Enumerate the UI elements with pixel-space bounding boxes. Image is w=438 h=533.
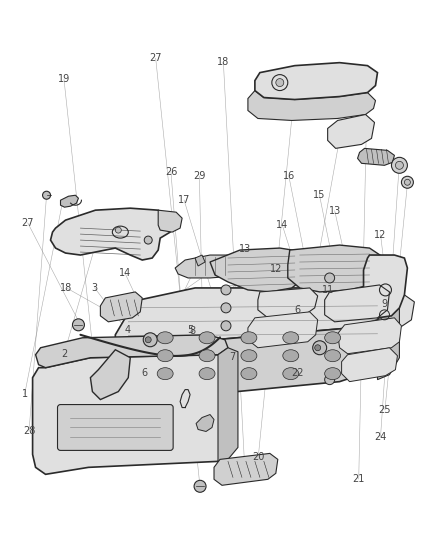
Ellipse shape <box>42 191 50 199</box>
Text: 14: 14 <box>276 220 289 230</box>
Polygon shape <box>195 255 205 266</box>
Polygon shape <box>350 295 414 333</box>
Text: 29: 29 <box>193 171 205 181</box>
Text: 26: 26 <box>165 167 177 177</box>
Text: 5: 5 <box>187 325 194 335</box>
Text: 18: 18 <box>60 282 72 293</box>
Polygon shape <box>357 148 395 165</box>
Ellipse shape <box>314 345 321 351</box>
Ellipse shape <box>157 368 173 379</box>
Ellipse shape <box>241 350 257 362</box>
Polygon shape <box>255 63 378 100</box>
Ellipse shape <box>325 368 341 379</box>
Ellipse shape <box>72 319 85 331</box>
Ellipse shape <box>199 368 215 379</box>
Text: 14: 14 <box>119 269 131 278</box>
Ellipse shape <box>194 480 206 492</box>
Text: 6: 6 <box>142 368 148 378</box>
Text: 17: 17 <box>178 195 190 205</box>
Polygon shape <box>325 285 389 322</box>
Ellipse shape <box>199 350 215 362</box>
Text: 15: 15 <box>313 190 325 200</box>
Ellipse shape <box>401 176 413 188</box>
Polygon shape <box>175 255 245 278</box>
Ellipse shape <box>221 285 231 295</box>
Text: 22: 22 <box>291 368 304 378</box>
FancyBboxPatch shape <box>57 405 173 450</box>
Text: 4: 4 <box>124 325 131 335</box>
Text: 7: 7 <box>229 352 235 362</box>
Polygon shape <box>338 318 401 354</box>
Ellipse shape <box>199 332 215 344</box>
Ellipse shape <box>157 332 173 344</box>
Polygon shape <box>364 255 407 318</box>
Ellipse shape <box>325 375 335 385</box>
Ellipse shape <box>115 227 121 233</box>
Polygon shape <box>32 355 228 474</box>
Ellipse shape <box>313 341 327 355</box>
Polygon shape <box>210 248 308 292</box>
Text: 27: 27 <box>149 53 162 63</box>
Polygon shape <box>248 91 375 120</box>
Ellipse shape <box>143 333 157 347</box>
Ellipse shape <box>325 350 341 362</box>
Text: 13: 13 <box>239 245 251 254</box>
Text: 3: 3 <box>92 282 98 293</box>
Text: 16: 16 <box>283 171 295 181</box>
Polygon shape <box>218 348 238 462</box>
Polygon shape <box>196 415 214 432</box>
Ellipse shape <box>221 303 231 313</box>
Text: 18: 18 <box>217 57 230 67</box>
Text: 20: 20 <box>252 451 265 462</box>
Text: 8: 8 <box>190 326 196 336</box>
Ellipse shape <box>157 350 173 362</box>
Text: 11: 11 <box>322 285 334 295</box>
Polygon shape <box>342 348 397 382</box>
Ellipse shape <box>404 179 410 185</box>
Ellipse shape <box>396 161 403 169</box>
Ellipse shape <box>325 273 335 283</box>
Ellipse shape <box>276 78 284 86</box>
Text: 12: 12 <box>269 264 282 274</box>
Text: 19: 19 <box>58 75 70 84</box>
Polygon shape <box>100 292 142 322</box>
Polygon shape <box>378 302 399 379</box>
Text: 24: 24 <box>374 432 387 441</box>
Text: 1: 1 <box>21 389 28 399</box>
Polygon shape <box>214 454 278 486</box>
Polygon shape <box>60 195 78 207</box>
Polygon shape <box>90 350 130 400</box>
Ellipse shape <box>241 368 257 379</box>
Polygon shape <box>195 298 355 345</box>
Text: 12: 12 <box>374 230 387 240</box>
Ellipse shape <box>283 368 299 379</box>
Text: 6: 6 <box>294 305 300 315</box>
Ellipse shape <box>221 321 231 331</box>
Polygon shape <box>288 245 385 292</box>
Polygon shape <box>328 115 374 148</box>
Polygon shape <box>115 288 385 358</box>
Polygon shape <box>95 328 379 415</box>
Polygon shape <box>158 210 182 232</box>
Text: 2: 2 <box>61 349 67 359</box>
Text: 28: 28 <box>23 426 35 436</box>
Ellipse shape <box>241 332 257 344</box>
Ellipse shape <box>283 350 299 362</box>
Polygon shape <box>50 208 175 260</box>
Text: 27: 27 <box>21 218 34 228</box>
Ellipse shape <box>392 157 407 173</box>
Polygon shape <box>248 312 318 348</box>
Polygon shape <box>258 288 318 318</box>
Ellipse shape <box>144 236 152 244</box>
Ellipse shape <box>283 332 299 344</box>
Text: 9: 9 <box>382 298 388 309</box>
Ellipse shape <box>325 332 341 344</box>
Polygon shape <box>35 335 228 368</box>
Text: 13: 13 <box>328 206 341 216</box>
Text: 25: 25 <box>379 405 391 415</box>
Ellipse shape <box>145 337 151 343</box>
Text: 21: 21 <box>353 474 365 484</box>
